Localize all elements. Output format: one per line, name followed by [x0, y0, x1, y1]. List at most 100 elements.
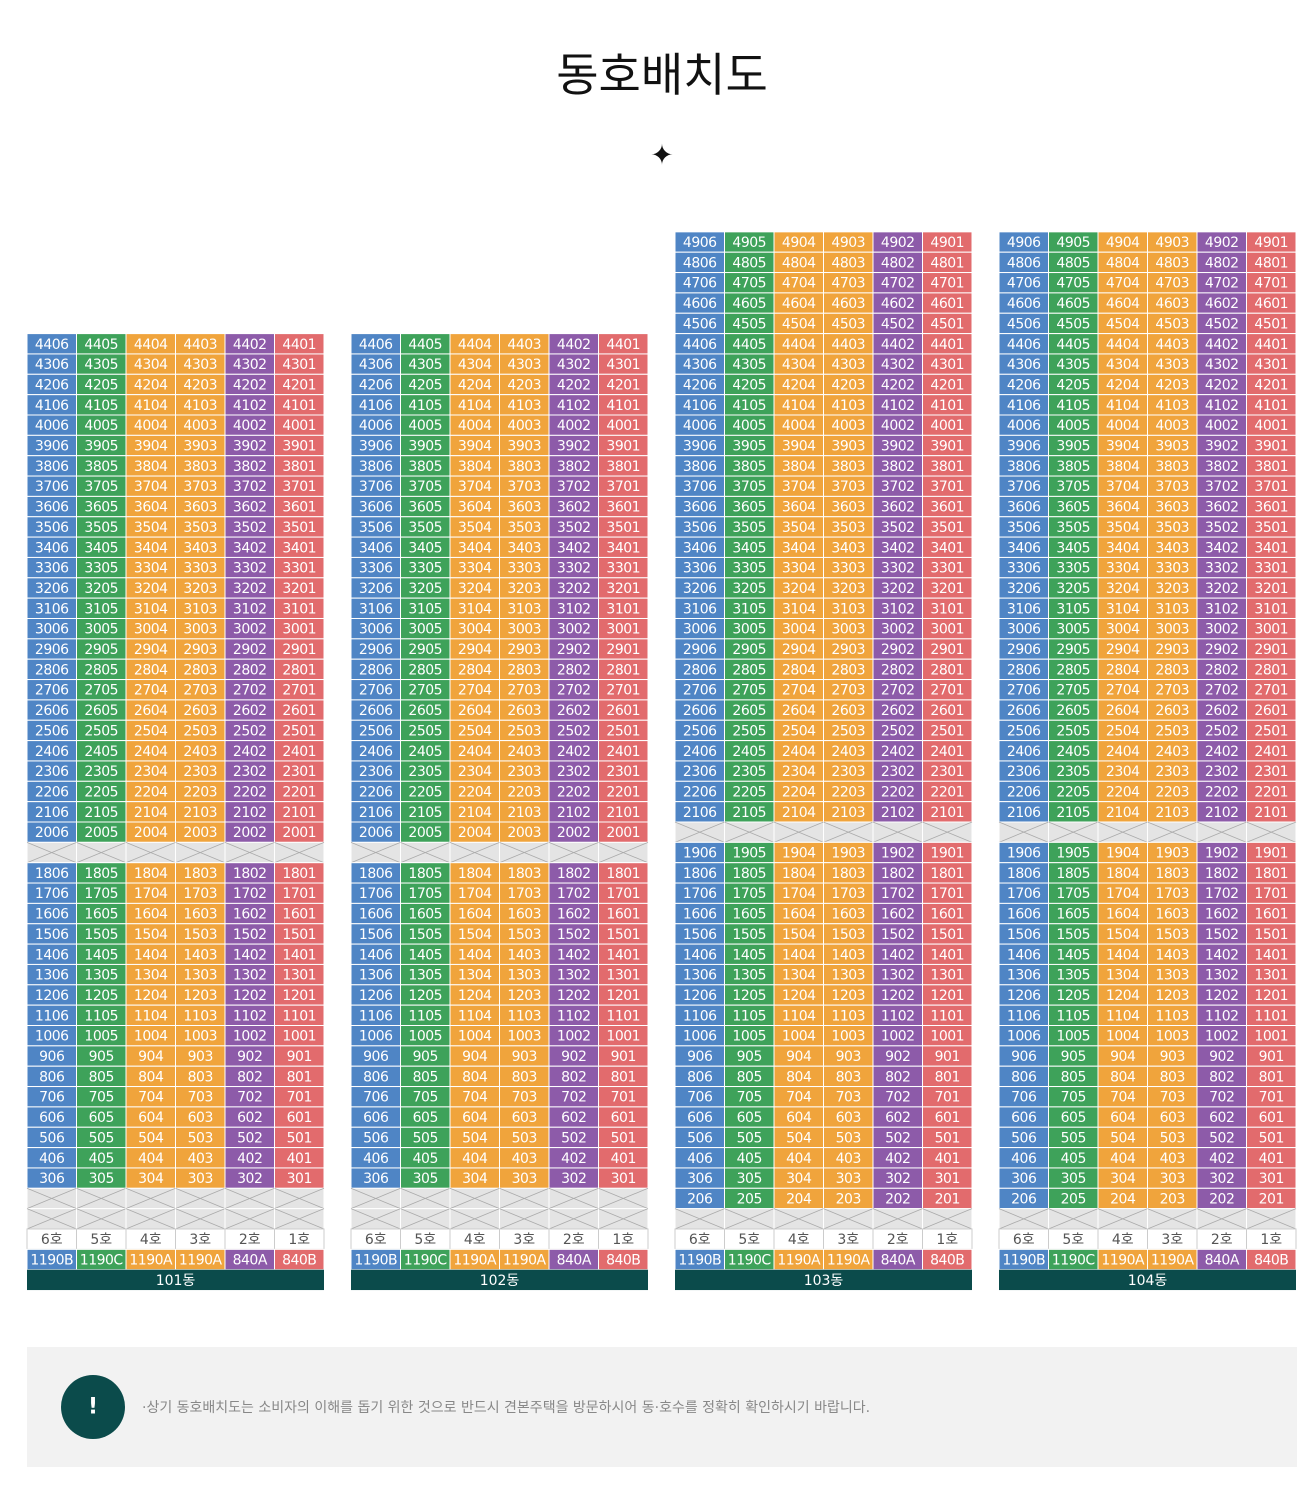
unit-number: 4101 — [930, 398, 964, 414]
notice-icon — [61, 1375, 125, 1439]
type-label: 840A — [557, 1253, 592, 1269]
building-name: 103동 — [804, 1273, 844, 1289]
unit-number: 4904 — [782, 235, 816, 251]
unit-number: 4603 — [831, 296, 865, 312]
unit-number: 3703 — [183, 479, 217, 495]
unit-number: 4802 — [881, 255, 915, 271]
unit-number: 2603 — [183, 703, 217, 719]
unit-number: 702 — [885, 1090, 910, 1106]
unit-number: 503 — [1160, 1130, 1185, 1146]
unit-number: 2801 — [282, 662, 316, 678]
building-name-bar — [675, 1269, 972, 1291]
unit-number: 3503 — [507, 520, 541, 536]
unit-number: 4506 — [1007, 316, 1041, 332]
building-name-bar — [27, 1269, 324, 1291]
unit-number: 2204 — [782, 784, 816, 800]
unit-number: 305 — [1061, 1171, 1086, 1187]
unit-number: 1601 — [1254, 907, 1288, 923]
unit-number: 2706 — [1007, 683, 1041, 699]
unit-number: 4104 — [782, 398, 816, 414]
unit-number: 4203 — [1155, 377, 1189, 393]
unit-number: 3801 — [930, 459, 964, 475]
unit-number: 1106 — [359, 1008, 393, 1024]
unit-number: 505 — [737, 1130, 762, 1146]
unit-number: 3302 — [233, 561, 267, 577]
unit-number: 3502 — [557, 520, 591, 536]
unit-number: 3805 — [408, 459, 442, 475]
unit-number: 3301 — [606, 561, 640, 577]
unit-number: 2603 — [1155, 703, 1189, 719]
unit-number: 4002 — [1205, 418, 1239, 434]
unit-number: 901 — [935, 1049, 960, 1065]
unit-number: 305 — [413, 1171, 438, 1187]
cross-line — [1147, 1208, 1198, 1230]
unit-number: 2406 — [683, 744, 717, 760]
unit-number: 2706 — [683, 683, 717, 699]
unit-number: 2406 — [359, 744, 393, 760]
unit-number: 1501 — [282, 927, 316, 943]
unit-number: 2205 — [408, 784, 442, 800]
unit-number: 4005 — [1056, 418, 1090, 434]
unit-number: 1605 — [84, 907, 118, 923]
unit-number: 2601 — [282, 703, 316, 719]
unit-number: 3904 — [1106, 439, 1140, 455]
unit-number: 4401 — [930, 337, 964, 353]
unit-number: 3601 — [930, 500, 964, 516]
unit-number: 503 — [512, 1130, 537, 1146]
unit-number: 2105 — [408, 805, 442, 821]
unit-number: 201 — [1259, 1191, 1284, 1207]
unit-number: 4303 — [831, 357, 865, 373]
unit-number: 3903 — [183, 439, 217, 455]
unit-number: 4706 — [1007, 276, 1041, 292]
unit-number: 3605 — [408, 500, 442, 516]
unit-number: 3402 — [557, 540, 591, 556]
unit-number: 2502 — [881, 723, 915, 739]
unit-number: 905 — [1061, 1049, 1086, 1065]
unit-number: 2702 — [557, 683, 591, 699]
unit-number: 1702 — [557, 886, 591, 902]
unit-number: 1603 — [831, 907, 865, 923]
unit-number: 1201 — [606, 988, 640, 1004]
unit-number: 4404 — [458, 337, 492, 353]
unit-number: 1201 — [1254, 988, 1288, 1004]
unit-number: 3303 — [831, 561, 865, 577]
unit-number: 3706 — [1007, 479, 1041, 495]
unit-number: 3201 — [930, 581, 964, 597]
unit-number: 3506 — [683, 520, 717, 536]
unit-number: 4102 — [1205, 398, 1239, 414]
unit-number: 2703 — [831, 683, 865, 699]
unit-number: 2903 — [1155, 642, 1189, 658]
unit-number: 4103 — [1155, 398, 1189, 414]
unit-number: 2103 — [1155, 805, 1189, 821]
unit-number: 901 — [287, 1049, 312, 1065]
unit-number: 4801 — [1254, 255, 1288, 271]
unit-number: 1405 — [1056, 947, 1090, 963]
unit-number: 1303 — [1155, 968, 1189, 984]
unit-number: 1804 — [458, 866, 492, 882]
unit-number: 2302 — [557, 764, 591, 780]
unit-number: 4604 — [782, 296, 816, 312]
type-label: 840B — [282, 1253, 316, 1269]
unit-number: 2206 — [683, 784, 717, 800]
unit-number: 3903 — [507, 439, 541, 455]
unit-number: 505 — [89, 1130, 114, 1146]
unit-number: 902 — [1209, 1049, 1234, 1065]
unit-number: 605 — [1061, 1110, 1086, 1126]
cross-line — [125, 1208, 176, 1230]
unit-number: 3806 — [683, 459, 717, 475]
cross-line — [350, 1208, 401, 1230]
unit-number: 3201 — [282, 581, 316, 597]
unit-number: 1303 — [183, 968, 217, 984]
unit-number: 1101 — [930, 1008, 964, 1024]
unit-number: 406 — [1011, 1151, 1037, 1167]
unit-number: 2806 — [359, 662, 393, 678]
unit-number: 2904 — [458, 642, 492, 658]
unit-number: 2902 — [881, 642, 915, 658]
unit-number: 205 — [1061, 1191, 1086, 1207]
unit-number: 2901 — [282, 642, 316, 658]
unit-number: 701 — [935, 1090, 960, 1106]
unit-number: 2004 — [458, 825, 492, 841]
unit-number: 904 — [138, 1049, 164, 1065]
unit-number: 3501 — [1254, 520, 1288, 536]
unit-number: 1203 — [507, 988, 541, 1004]
